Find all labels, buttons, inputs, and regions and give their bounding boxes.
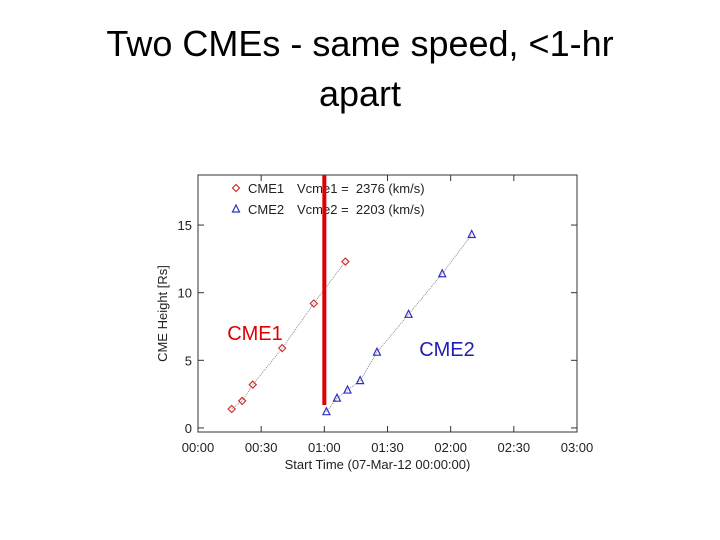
y-tick-label: 10	[178, 286, 192, 301]
chart-title: Two CMEs - same speed, <1-hr apart	[106, 23, 613, 114]
data-point	[277, 343, 287, 353]
annotation: CME2	[419, 339, 475, 361]
data-point	[467, 229, 477, 239]
data-point	[227, 404, 237, 414]
legend-label: CME2	[248, 202, 284, 217]
y-tick-label: 5	[185, 353, 192, 368]
x-tick-label: 02:00	[434, 440, 467, 455]
data-point	[237, 396, 247, 406]
legend-marker	[231, 203, 241, 213]
x-tick-label: 00:00	[182, 440, 215, 455]
data-point	[332, 392, 342, 402]
fit-line	[326, 234, 473, 412]
legend-speed: Vcme1 = 2376 (km/s)	[297, 181, 425, 196]
legend-speed: Vcme2 = 2203 (km/s)	[297, 202, 425, 217]
x-axis-label: Start Time (07-Mar-12 00:00:00)	[285, 457, 471, 472]
legend-marker	[231, 183, 241, 193]
data-point	[343, 384, 352, 394]
legend-label: CME1	[248, 181, 284, 196]
data-point	[372, 346, 382, 356]
data-point	[248, 380, 258, 390]
annotation: CME1	[227, 323, 283, 345]
x-tick-label: 01:00	[308, 440, 341, 455]
x-tick-label: 00:30	[245, 440, 278, 455]
y-tick-label: 0	[185, 421, 192, 436]
data-point	[309, 299, 319, 308]
y-tick-label: 15	[178, 218, 192, 233]
data-point	[437, 268, 447, 278]
x-tick-label: 03:00	[561, 440, 594, 455]
x-tick-label: 02:30	[498, 440, 531, 455]
data-point	[404, 308, 414, 318]
data-point	[321, 406, 331, 416]
data-point	[341, 257, 350, 266]
data-point	[355, 375, 365, 385]
y-axis-label: CME Height [Rs]	[155, 265, 170, 362]
fit-line	[231, 261, 346, 410]
x-tick-label: 01:30	[371, 440, 404, 455]
